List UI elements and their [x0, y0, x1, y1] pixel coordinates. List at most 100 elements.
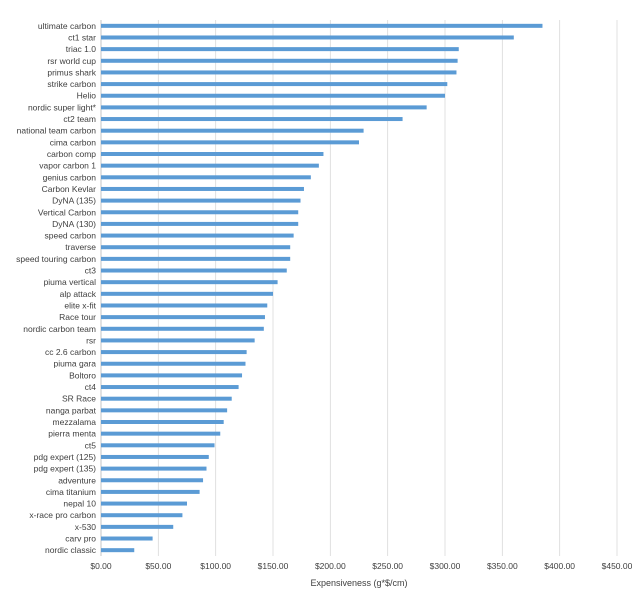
bar [101, 431, 221, 436]
category-label: mezzalama [53, 417, 97, 427]
category-label: adventure [58, 475, 96, 485]
category-label: x-530 [75, 522, 97, 532]
bar [101, 35, 514, 40]
category-label: vapor carbon 1 [39, 161, 96, 171]
bar [101, 128, 364, 133]
bar [101, 443, 215, 448]
category-label: pierra menta [48, 429, 96, 439]
category-label: piuma gara [53, 359, 96, 369]
category-label: cc 2.6 carbon [45, 347, 96, 357]
x-tick-label: $50.00 [145, 561, 171, 571]
category-label: SR Race [62, 394, 96, 404]
category-label: Carbon Kevlar [42, 184, 97, 194]
bar [101, 385, 239, 390]
category-label: primus shark [47, 67, 96, 77]
category-label: DyNA (130) [52, 219, 96, 229]
bar [101, 350, 247, 355]
category-label: piuma vertical [44, 277, 97, 287]
bar [101, 338, 255, 343]
category-label: pdg expert (135) [34, 464, 97, 474]
bar [101, 233, 294, 238]
category-label: traverse [65, 242, 96, 252]
bar [101, 408, 228, 413]
category-label: cima titanium [46, 487, 96, 497]
category-label: Helio [77, 91, 97, 101]
category-label: Race tour [59, 312, 96, 322]
bar [101, 524, 174, 529]
bar [101, 117, 403, 122]
bar [101, 396, 232, 401]
bar [101, 513, 183, 518]
category-label: ct5 [85, 440, 97, 450]
bar [101, 93, 445, 98]
x-tick-labels: $0.00 $50.00 $100.00 $150.00 $200.00 $250.00 $… [90, 561, 632, 571]
bar [101, 536, 153, 541]
bar [101, 326, 264, 331]
category-label: triac 1.0 [66, 44, 97, 54]
category-label: x-race pro carbon [29, 510, 96, 520]
category-label: carbon comp [47, 149, 96, 159]
x-tick-label: $150.00 [258, 561, 289, 571]
bar [101, 489, 200, 494]
category-label: nanga parbat [46, 405, 97, 415]
bar [101, 268, 287, 273]
category-label: ultimate carbon [38, 21, 96, 31]
category-label: carv pro [65, 534, 96, 544]
category-label: rsr [86, 335, 96, 345]
bar [101, 454, 209, 459]
category-label: ct1 star [68, 32, 96, 42]
x-tick-label: $200.00 [315, 561, 346, 571]
category-label: nordic classic [45, 545, 97, 555]
bars [101, 23, 543, 553]
bar [101, 245, 291, 250]
category-label: speed carbon [44, 231, 96, 241]
category-label: nordic carbon team [23, 324, 96, 334]
category-label: rsr world cup [47, 56, 96, 66]
bar [101, 70, 457, 75]
x-tick-label: $300.00 [430, 561, 461, 571]
bar [101, 58, 458, 63]
bar [101, 373, 243, 378]
bar [101, 47, 459, 52]
bar [101, 140, 359, 145]
category-label: alp attack [60, 289, 97, 299]
x-tick-label: $350.00 [487, 561, 518, 571]
bar [101, 152, 324, 156]
category-label: nepal 10 [63, 499, 96, 509]
x-axis-title: Expensiveness (g*$/cm) [310, 578, 407, 588]
category-label: elite x-fit [64, 300, 96, 310]
category-label: Vertical Carbon [38, 207, 96, 217]
bar [101, 198, 301, 203]
category-label: ct2 team [63, 114, 96, 124]
bar [101, 501, 187, 506]
category-label: ct4 [85, 382, 97, 392]
bar [101, 163, 319, 168]
x-tick-label: $450.00 [602, 561, 633, 571]
bar [101, 466, 207, 471]
category-label: Boltoro [69, 370, 96, 380]
bar [101, 105, 427, 110]
bar [101, 548, 135, 553]
category-label: pdg expert (125) [34, 452, 97, 462]
category-label: ct3 [85, 266, 97, 276]
x-tick-label: $250.00 [372, 561, 403, 571]
category-label: strike carbon [47, 79, 96, 89]
bar [101, 256, 291, 261]
category-label: cima carbon [50, 137, 97, 147]
bar [101, 186, 304, 191]
bar [101, 280, 278, 285]
gridlines [100, 20, 618, 556]
x-tick-label: $0.00 [90, 561, 112, 571]
category-label: genius carbon [43, 172, 97, 182]
bar [101, 303, 268, 308]
bar [101, 23, 543, 28]
bar [101, 315, 265, 320]
bar [101, 361, 246, 366]
bar [101, 175, 311, 180]
x-tick-label: $100.00 [200, 561, 231, 571]
bar [101, 210, 299, 215]
bar [101, 478, 204, 483]
